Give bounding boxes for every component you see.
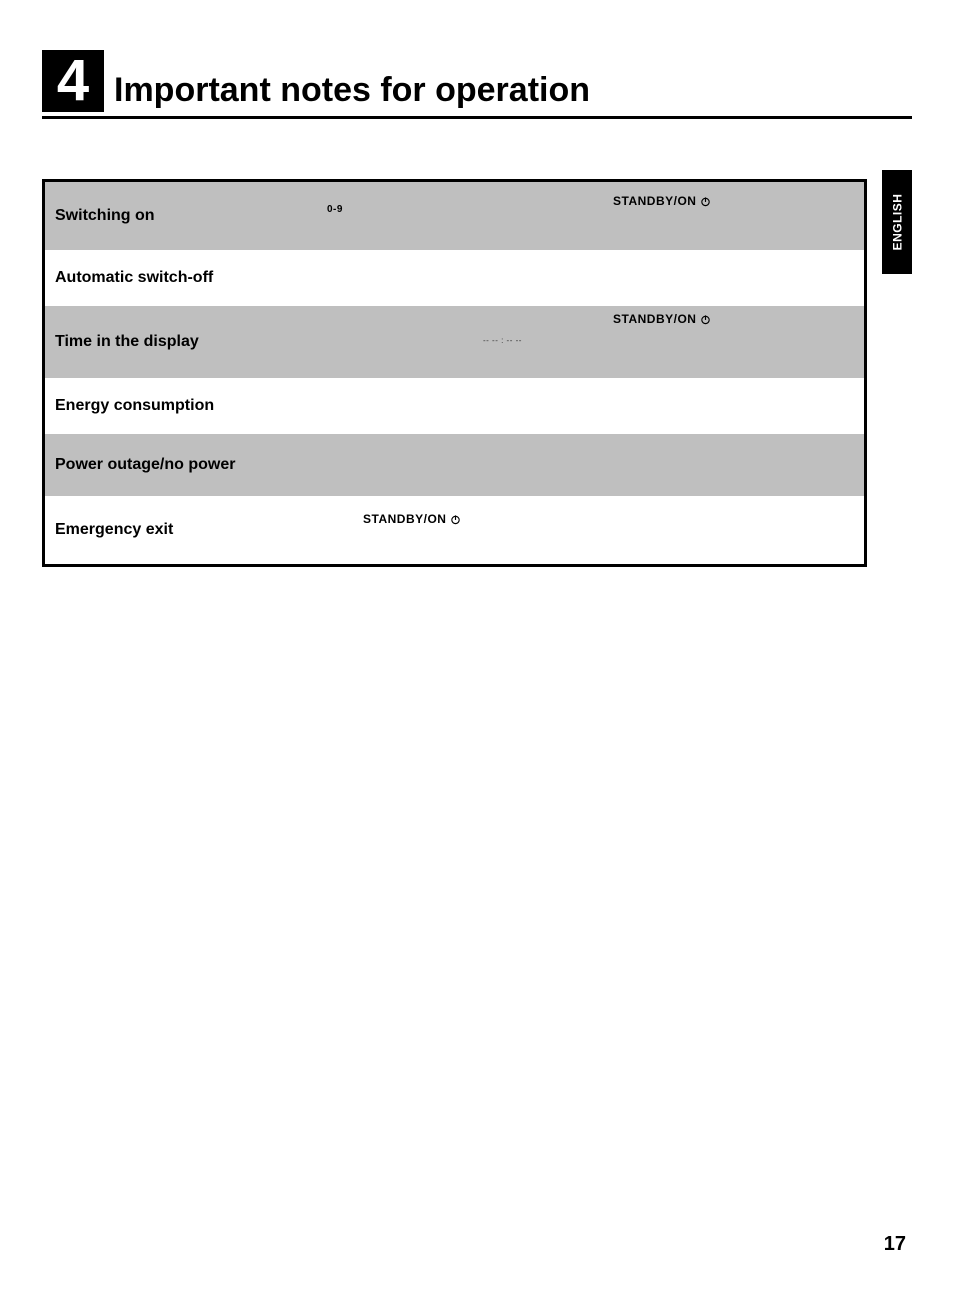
row-label-power-outage: Power outage/no power bbox=[45, 434, 283, 496]
row-label-energy: Energy consumption bbox=[45, 378, 283, 434]
standby-text: STANDBY/ON bbox=[613, 194, 696, 208]
chapter-number-box: 4 bbox=[42, 50, 104, 112]
power-icon bbox=[450, 514, 461, 525]
key-0-9-label: 0-9 bbox=[327, 204, 343, 215]
time-dashes: -- -- : -- -- bbox=[483, 336, 522, 345]
standby-text: STANDBY/ON bbox=[613, 312, 696, 326]
row-label-emergency-exit: Emergency exit bbox=[45, 496, 283, 564]
power-icon bbox=[700, 314, 711, 325]
table-row: Power outage/no power bbox=[45, 434, 864, 496]
row-label-switching-on: Switching on bbox=[45, 182, 283, 250]
row-desc: STANDBY/ON -- -- : -- -- bbox=[283, 306, 864, 378]
table-row: Time in the display STANDBY/ON -- -- : -… bbox=[45, 306, 864, 378]
table-row: Automatic switch-off bbox=[45, 250, 864, 306]
row-desc bbox=[283, 378, 864, 434]
power-icon bbox=[700, 196, 711, 207]
row-desc: STANDBY/ON bbox=[283, 496, 864, 564]
chapter-title: Important notes for operation bbox=[114, 71, 590, 112]
standby-on-label: STANDBY/ON bbox=[363, 512, 461, 526]
row-desc: 0-9 STANDBY/ON bbox=[283, 182, 864, 250]
row-desc bbox=[283, 434, 864, 496]
table-row: Emergency exit STANDBY/ON bbox=[45, 496, 864, 564]
standby-text: STANDBY/ON bbox=[363, 512, 446, 526]
language-tab: ENGLISH bbox=[882, 170, 912, 274]
standby-on-label: STANDBY/ON bbox=[613, 194, 711, 208]
page-number: 17 bbox=[884, 1233, 906, 1256]
manual-page: 4 Important notes for operation ENGLISH … bbox=[0, 0, 954, 1302]
notes-table: Switching on 0-9 STANDBY/ON Automatic sw… bbox=[42, 179, 867, 567]
row-desc bbox=[283, 250, 864, 306]
standby-on-label: STANDBY/ON bbox=[613, 312, 711, 326]
content-area: Switching on 0-9 STANDBY/ON Automatic sw… bbox=[42, 179, 867, 567]
row-label-time-display: Time in the display bbox=[45, 306, 283, 378]
row-label-auto-switchoff: Automatic switch-off bbox=[45, 250, 283, 306]
table-row: Energy consumption bbox=[45, 378, 864, 434]
table-row: Switching on 0-9 STANDBY/ON bbox=[45, 182, 864, 250]
language-tab-label: ENGLISH bbox=[890, 194, 904, 251]
chapter-heading: 4 Important notes for operation bbox=[42, 50, 912, 119]
